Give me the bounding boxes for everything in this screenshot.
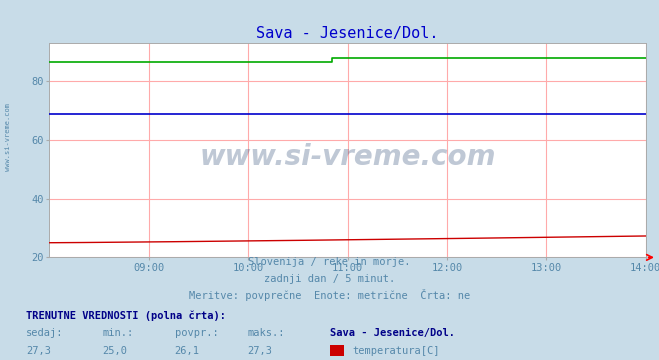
Text: sedaj:: sedaj: (26, 328, 64, 338)
Text: Slovenija / reke in morje.: Slovenija / reke in morje. (248, 257, 411, 267)
Text: Sava - Jesenice/Dol.: Sava - Jesenice/Dol. (330, 328, 455, 338)
Text: temperatura[C]: temperatura[C] (352, 346, 440, 356)
Text: Meritve: povprečne  Enote: metrične  Črta: ne: Meritve: povprečne Enote: metrične Črta:… (189, 289, 470, 301)
Text: maks.:: maks.: (247, 328, 285, 338)
Text: TRENUTNE VREDNOSTI (polna črta):: TRENUTNE VREDNOSTI (polna črta): (26, 310, 226, 321)
Title: Sava - Jesenice/Dol.: Sava - Jesenice/Dol. (256, 26, 439, 41)
Text: 26,1: 26,1 (175, 346, 200, 356)
Text: www.si-vreme.com: www.si-vreme.com (5, 103, 11, 171)
Text: 27,3: 27,3 (26, 346, 51, 356)
Text: zadnji dan / 5 minut.: zadnji dan / 5 minut. (264, 274, 395, 284)
Text: 27,3: 27,3 (247, 346, 272, 356)
Text: www.si-vreme.com: www.si-vreme.com (200, 143, 496, 171)
Text: min.:: min.: (102, 328, 133, 338)
Text: 25,0: 25,0 (102, 346, 127, 356)
Text: povpr.:: povpr.: (175, 328, 218, 338)
